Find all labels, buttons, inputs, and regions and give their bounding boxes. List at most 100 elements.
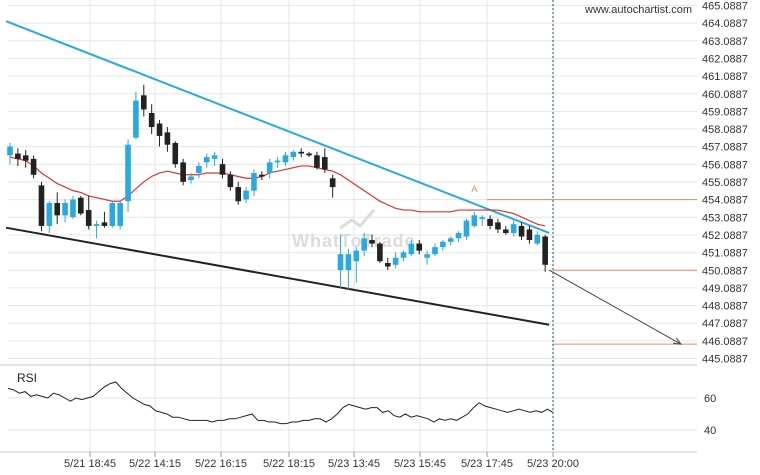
candle [487,215,493,230]
candle [140,84,147,117]
candle-body [416,243,423,251]
candle-body [227,174,234,188]
candle-body [400,252,407,258]
candle-body [85,210,92,226]
watermark-logo: WhatToTrade [292,209,416,251]
price-tick-label: 450.0887 [702,265,748,277]
candle [408,240,415,256]
watermark-logo-arrow [339,209,376,230]
candle [282,151,289,166]
candle [266,158,273,179]
candle [125,139,131,212]
candle-body [219,164,226,175]
candle [306,151,312,158]
candle-body [15,153,21,159]
rsi-tick-label: 60 [704,393,716,405]
price-tick-label: 457.0887 [702,142,748,154]
price-tick-label: 454.0887 [702,195,748,207]
price-tick-label: 453.0887 [702,212,748,224]
candle [329,174,336,198]
price-tick-label: 445.0887 [702,354,748,366]
candle-body [7,146,13,156]
price-tick-label: 462.0887 [702,53,748,65]
candle [534,231,541,246]
candle-body [329,178,336,188]
candle [377,241,383,263]
candle [479,215,485,226]
candle-body [534,234,541,244]
candle-body [62,202,68,216]
candle-body [337,254,344,271]
candle-body [471,215,478,226]
candle [211,151,218,166]
candle-body [46,202,53,226]
price-tick-label: 459.0887 [702,106,748,118]
candle-body [78,197,84,214]
candle-body [487,218,493,226]
candle [384,257,391,271]
candle [196,162,202,179]
candle-body [463,220,470,237]
candle [503,225,509,235]
candle-body [70,199,76,218]
moving-average [9,156,546,227]
rsi-line [7,381,554,425]
watermark-logo-text: WhatToTrade [292,231,416,251]
candle [22,150,29,168]
candle-body [38,185,45,226]
price-tick-label: 461.0887 [702,71,748,83]
time-tick-label: 5/23 15:45 [394,458,446,470]
candle-body [503,229,509,233]
candle-body [203,157,210,163]
pattern-marker-label: A [471,184,477,194]
candle-body [424,254,430,258]
candle [15,148,21,166]
candle-body [140,95,147,110]
candle [424,250,430,265]
candle-body [526,229,533,241]
candle [235,181,242,205]
candle [369,234,375,248]
candle-body [495,222,501,230]
candle-body [345,254,352,271]
candle [259,171,265,181]
candle-body [164,132,171,145]
candle [251,169,257,196]
candle-body [455,232,462,239]
price-tick-label: 447.0887 [702,318,748,330]
candle [440,240,446,251]
candle-body [306,153,312,156]
candle-body [518,225,525,237]
candle-body [251,172,257,191]
moving-average-line [9,156,546,227]
candle-body [377,243,383,262]
candle-body [117,202,123,226]
candle [463,218,470,241]
watermark-url: www.autochartist.com [584,4,692,16]
candle [298,148,304,158]
candle [416,240,423,255]
candle-body [235,187,242,202]
candle [392,252,399,269]
candle-body [290,151,297,158]
candle-body [172,142,179,165]
candle-body [432,247,438,255]
time-tick-label: 5/22 18:15 [263,458,315,470]
candle [314,151,320,170]
time-tick-label: 5/22 16:15 [195,458,247,470]
candle-body [156,123,163,136]
candle [78,195,84,216]
candle [455,231,462,242]
candle [400,250,407,262]
candle-body [180,162,186,182]
candle [93,220,100,239]
candle [54,192,61,225]
candle [345,248,352,290]
price-tick-label: 452.0887 [702,230,748,242]
candle-body [109,202,116,226]
rsi-tick-label: 40 [704,425,716,437]
candle-body [353,250,360,262]
candle [447,236,454,246]
candle-body [243,190,249,200]
